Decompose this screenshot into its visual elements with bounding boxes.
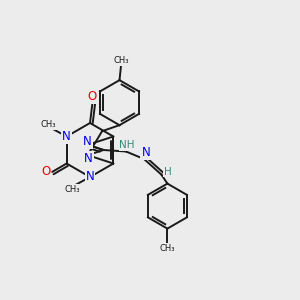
Text: N: N <box>62 130 71 143</box>
Text: N: N <box>83 135 92 148</box>
Text: CH₃: CH₃ <box>41 120 56 129</box>
Text: O: O <box>88 90 97 104</box>
Text: N: N <box>85 170 94 184</box>
Text: H: H <box>164 167 172 177</box>
Text: CH₃: CH₃ <box>113 56 129 65</box>
Text: N: N <box>141 146 150 160</box>
Text: O: O <box>41 165 50 178</box>
Text: N: N <box>84 152 93 165</box>
Text: CH₃: CH₃ <box>160 244 175 253</box>
Text: CH₃: CH₃ <box>64 184 80 194</box>
Text: NH: NH <box>119 140 135 150</box>
